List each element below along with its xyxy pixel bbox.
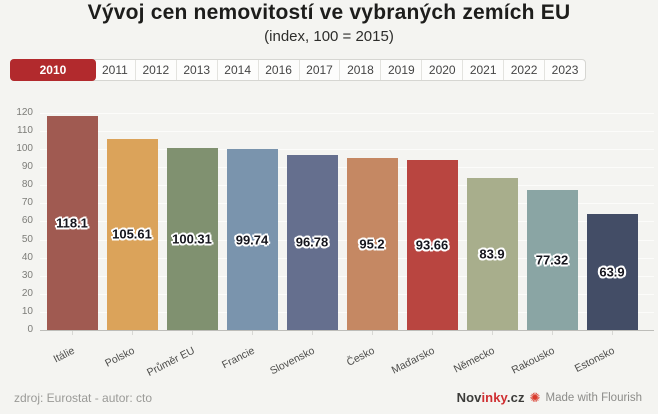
footer-credits: Novinky.cz ✺ Made with Flourish xyxy=(457,390,642,405)
gridline xyxy=(40,149,654,150)
bar-cesko[interactable]: 95.2 xyxy=(346,157,398,330)
y-tick-label: 70 xyxy=(21,197,33,209)
bar-value-label: 105.61 xyxy=(112,226,152,242)
bar-value-label: 100.31 xyxy=(172,231,212,247)
year-tab-2022[interactable]: 2022 xyxy=(504,60,546,80)
y-tick-label: 30 xyxy=(21,269,33,281)
year-tab-2013[interactable]: 2013 xyxy=(177,60,218,80)
y-tick-label: 60 xyxy=(21,215,33,227)
year-tab-2020[interactable]: 2020 xyxy=(422,60,464,80)
year-tab-2019[interactable]: 2019 xyxy=(381,60,423,80)
y-tick-label: 120 xyxy=(16,106,33,118)
year-tab-2014[interactable]: 2014 xyxy=(218,60,259,80)
bar-value-label: 99.74 xyxy=(235,232,269,248)
year-tab-2017[interactable]: 2017 xyxy=(300,60,341,80)
x-axis-line xyxy=(40,330,654,331)
bar-nemecko[interactable]: 83.9 xyxy=(466,178,518,330)
bar-value-label: 95.2 xyxy=(359,236,385,252)
gridline xyxy=(40,130,654,132)
y-tick-label: 90 xyxy=(21,161,33,173)
y-tick-label: 10 xyxy=(21,305,33,317)
x-axis-tick xyxy=(72,331,73,335)
bar-estonsko[interactable]: 63.9 xyxy=(586,214,638,330)
bar-italie[interactable]: 118.1 xyxy=(46,116,98,330)
bar-rakousko[interactable]: 77.32 xyxy=(526,190,578,330)
y-tick-label: 100 xyxy=(16,143,33,154)
x-axis-tick xyxy=(612,331,613,335)
novinky-logo-highlight: inky xyxy=(481,390,507,405)
bar-francie[interactable]: 99.74 xyxy=(226,149,278,330)
bar-slovensko[interactable]: 96.78 xyxy=(286,154,338,330)
novinky-logo[interactable]: Novinky.cz xyxy=(457,390,525,405)
x-axis-tick xyxy=(552,331,553,335)
flourish-credit-link[interactable]: Made with Flourish xyxy=(545,391,642,404)
year-tab-2021[interactable]: 2021 xyxy=(463,60,505,80)
source-credit: zdroj: Eurostat - autor: cto xyxy=(14,391,153,405)
novinky-logo-post: .cz xyxy=(506,390,525,405)
x-axis-tick xyxy=(252,331,253,335)
year-tab-2012[interactable]: 2012 xyxy=(136,60,177,80)
y-tick-label: 0 xyxy=(27,324,33,335)
y-tick-label: 80 xyxy=(21,179,33,191)
flourish-starburst-icon: ✺ xyxy=(529,389,541,405)
x-axis-tick xyxy=(132,331,133,335)
y-tick-label: 50 xyxy=(21,233,33,245)
y-tick-label: 20 xyxy=(21,287,33,299)
year-tab-2023[interactable]: 2023 xyxy=(551,63,579,77)
bar-value-label: 63.9 xyxy=(599,264,625,280)
bar-prumer-eu[interactable]: 100.31 xyxy=(166,148,218,330)
x-axis-tick xyxy=(312,331,313,335)
year-tabs: 2010 2011 2012 2013 2014 2016 2017 2018 2019 2020… xyxy=(10,59,586,81)
bar-value-label: 96.78 xyxy=(295,234,329,250)
y-tick-label: 110 xyxy=(17,124,33,136)
x-axis-tick xyxy=(372,331,373,335)
bar-madarsko[interactable]: 93.66 xyxy=(406,160,458,330)
y-tick-label: 40 xyxy=(21,251,33,263)
bar-value-label: 118.1 xyxy=(56,215,88,231)
gridline xyxy=(40,112,654,114)
year-tab-2010[interactable]: 2010 xyxy=(10,59,96,81)
bar-value-label: 77.32 xyxy=(535,252,569,268)
bar-polsko[interactable]: 105.61 xyxy=(106,138,158,330)
year-tab-2011[interactable]: 2011 xyxy=(95,60,136,80)
year-tab-2016[interactable]: 2016 xyxy=(259,60,300,80)
x-axis-tick xyxy=(192,331,193,335)
chart-subtitle: (index, 100 = 2015) xyxy=(264,28,394,45)
x-axis-tick xyxy=(432,331,433,335)
chart-title: Vývoj cen nemovitostí ve vybraných zemíc… xyxy=(87,1,571,24)
bar-value-label: 93.66 xyxy=(415,237,449,253)
novinky-logo-pre: Nov xyxy=(456,390,482,405)
bar-chart: 0 10 20 30 40 50 60 70 80 90 100 110 120 118.1 Itálie 1… xyxy=(16,106,654,379)
year-tab-2018[interactable]: 2018 xyxy=(340,60,382,80)
bar-value-label: 83.9 xyxy=(479,246,505,262)
x-axis-tick xyxy=(492,331,493,335)
